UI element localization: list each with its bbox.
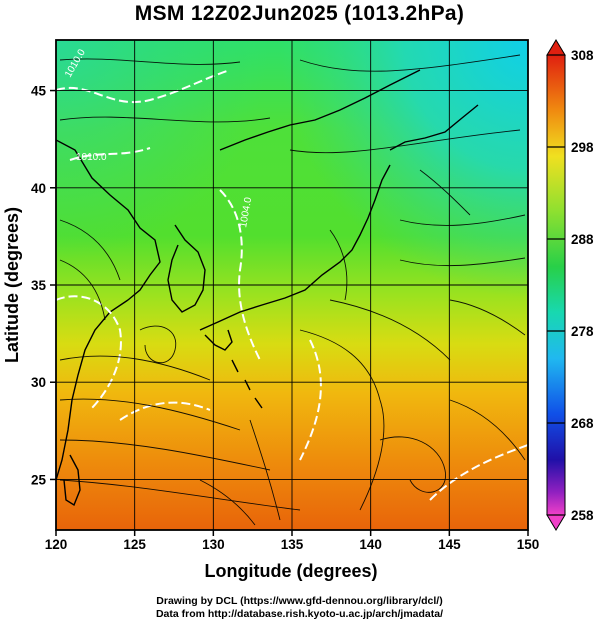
map-title: MSM 12Z02Jun2025 (1013.2hPa) <box>134 2 465 25</box>
colorbar: 308 298 288 278 268 258 <box>546 39 594 531</box>
x-tick-label: 145 <box>438 537 461 552</box>
credits-line-2: Data from http://database.rish.kyoto-u.a… <box>155 608 444 620</box>
x-tick-label: 150 <box>517 537 540 552</box>
coastline-japan <box>199 164 391 331</box>
y-tick-label: 35 <box>31 278 47 293</box>
x-tick-label: 135 <box>281 537 304 552</box>
colorbar-top-arrow <box>546 39 566 56</box>
colorbar-tick-label: 308 <box>571 48 594 63</box>
coastlines <box>56 69 479 507</box>
credits: Drawing by DCL (https://www.gfd-dennou.o… <box>0 595 599 621</box>
lat-lon-grid <box>56 40 528 530</box>
y-tick-label: 45 <box>31 84 47 99</box>
contour-label: 1004.0 <box>238 196 254 228</box>
x-tick-label: 130 <box>202 537 225 552</box>
x-tick-label: 140 <box>359 537 382 552</box>
colorbar-tick-label: 288 <box>571 232 594 247</box>
y-axis-ticks: 25 30 35 40 45 <box>31 84 56 487</box>
coastline-kyushu <box>204 329 233 351</box>
isobars <box>56 69 528 501</box>
colorbar-bar <box>546 54 566 516</box>
colorbar-tick-label: 278 <box>571 324 594 339</box>
contour-label: 1010.0 <box>76 152 107 163</box>
wind-streamlines <box>59 54 526 526</box>
coastline-korea <box>167 224 206 313</box>
colorbar-tick-label: 298 <box>571 140 594 155</box>
y-axis-label: Latitude (degrees) <box>2 207 22 363</box>
x-axis-ticks: 120 125 130 135 140 145 150 <box>45 530 540 552</box>
coastline-hokkaido <box>389 104 479 151</box>
y-tick-label: 40 <box>31 181 46 196</box>
credits-line-1: Drawing by DCL (https://www.gfd-dennou.o… <box>156 595 443 607</box>
colorbar-bottom-arrow <box>546 514 566 531</box>
coastline-china <box>56 139 161 481</box>
colorbar-tick-label: 258 <box>571 508 594 523</box>
y-tick-label: 25 <box>31 472 47 487</box>
x-tick-label: 120 <box>45 537 68 552</box>
y-tick-label: 30 <box>31 375 46 390</box>
coastline-taiwan <box>63 454 81 507</box>
colorbar-ticks: 308 298 288 278 268 258 <box>547 48 594 523</box>
x-axis-label: Longitude (degrees) <box>204 561 377 581</box>
coastline-ryukyu <box>231 359 263 409</box>
coastline-russia <box>219 69 421 151</box>
colorbar-tick-label: 268 <box>571 416 594 431</box>
x-tick-label: 125 <box>123 537 146 552</box>
